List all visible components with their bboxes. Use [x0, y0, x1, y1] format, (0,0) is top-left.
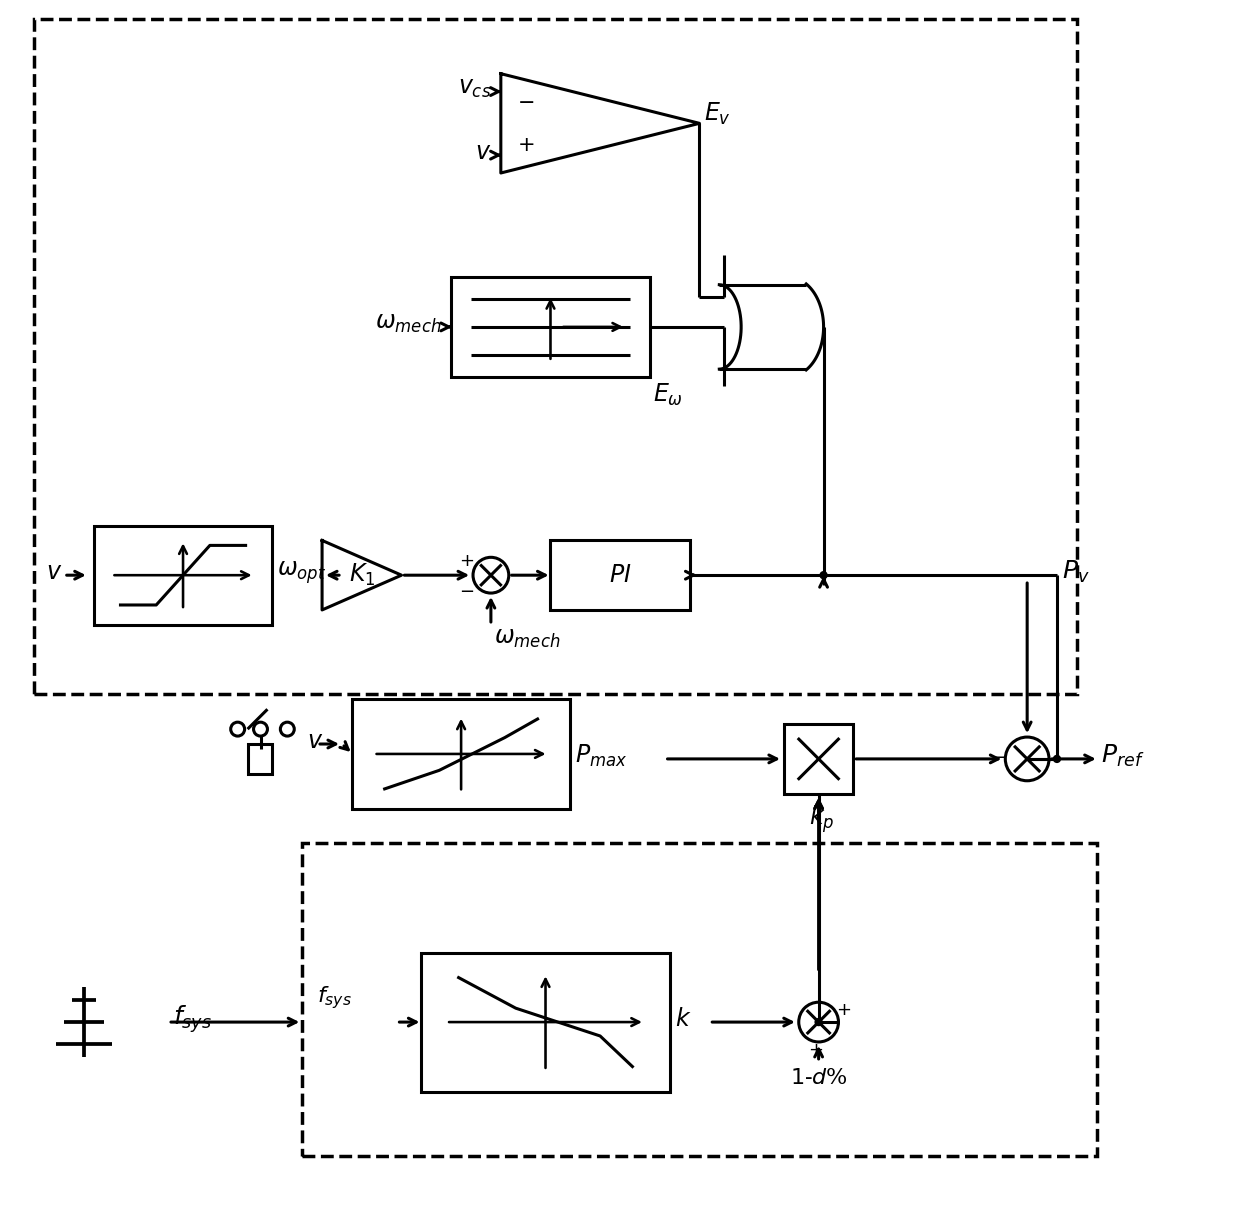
Text: $k$: $k$: [675, 1007, 691, 1030]
Text: $v$: $v$: [46, 560, 62, 583]
Text: $+$: $+$: [836, 1001, 851, 1019]
Text: $\omega_{mech}$: $\omega_{mech}$: [494, 627, 560, 649]
Text: $+$: $+$: [808, 1041, 823, 1059]
Text: $k_p$: $k_p$: [808, 804, 835, 835]
Circle shape: [1054, 756, 1060, 763]
Text: $P_{ref}$: $P_{ref}$: [1101, 742, 1145, 769]
Text: $P_v$: $P_v$: [1061, 559, 1090, 586]
Text: $v$: $v$: [308, 729, 324, 753]
Text: $f_{sys}$: $f_{sys}$: [174, 1004, 212, 1035]
Text: $f_{sys}$: $f_{sys}$: [317, 983, 352, 1011]
Circle shape: [815, 1018, 822, 1025]
Text: $E_v$: $E_v$: [704, 100, 732, 127]
Text: $-$: $-$: [459, 581, 474, 599]
Text: $\omega_{mech}$: $\omega_{mech}$: [374, 312, 441, 335]
Text: $v$: $v$: [475, 141, 491, 164]
Text: $+$: $+$: [517, 135, 534, 155]
Text: $-$: $-$: [990, 747, 1004, 765]
Text: $K_1$: $K_1$: [348, 562, 374, 588]
Text: $\omega_{opt}$: $\omega_{opt}$: [278, 559, 327, 586]
Circle shape: [820, 571, 827, 578]
Text: $PI$: $PI$: [609, 564, 631, 587]
Text: $v_{cs}$: $v_{cs}$: [458, 77, 491, 100]
Text: $E_\omega$: $E_\omega$: [652, 382, 683, 407]
Text: $-$: $-$: [517, 92, 534, 112]
Text: $+$: $+$: [459, 552, 474, 570]
Text: $1$-$d$%: $1$-$d$%: [790, 1066, 847, 1089]
Text: $P_{max}$: $P_{max}$: [575, 742, 627, 769]
